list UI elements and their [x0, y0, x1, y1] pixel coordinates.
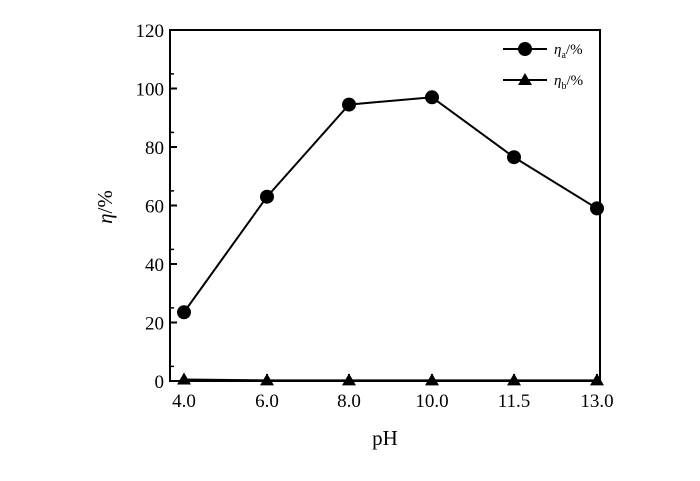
- y-axis-label: η/%: [93, 190, 117, 224]
- series-a: [177, 90, 604, 320]
- y-tick-label: 0: [155, 372, 165, 393]
- data-point-a: [507, 150, 521, 165]
- data-point-b: [425, 373, 439, 386]
- legend-label: ηb/%: [554, 73, 583, 92]
- y-axis-label-suffix: /%: [93, 190, 117, 213]
- plot-frame: [169, 29, 601, 382]
- data-point-b: [177, 372, 191, 385]
- y-tick-label: 20: [145, 314, 164, 335]
- legend-label: ηa/%: [554, 42, 583, 61]
- y-tick-label: 100: [136, 80, 165, 101]
- x-tick-label: 13.0: [580, 391, 613, 412]
- x-axis-ticks: 4.0 6.0 8.0 10.0 11.5 13.0: [172, 374, 614, 412]
- y-tick-label: 60: [145, 197, 164, 218]
- y-tick-label: 120: [136, 21, 165, 42]
- legend-marker: [518, 73, 532, 85]
- data-point-a: [260, 189, 274, 204]
- data-point-a: [425, 90, 439, 105]
- x-axis-label: pH: [372, 426, 398, 450]
- y-axis-ticks: 0 20 40 60 80 100 120: [136, 21, 177, 393]
- legend-entry-b: ηb/%: [503, 73, 583, 92]
- x-tick-label: 8.0: [337, 391, 361, 412]
- series-layer: [177, 90, 604, 386]
- x-tick-label: 11.5: [498, 391, 531, 412]
- data-point-b: [590, 373, 604, 386]
- data-point-a: [590, 201, 604, 216]
- series-b: [177, 372, 604, 386]
- plot-border: [169, 29, 601, 382]
- series-line-b: [183, 378, 597, 382]
- data-point-b: [507, 373, 521, 386]
- legend: ηa/% ηb/%: [503, 42, 583, 92]
- data-point-b: [342, 373, 356, 386]
- y-tick-label: 80: [145, 138, 164, 159]
- x-tick-label: 6.0: [255, 391, 279, 412]
- data-point-a: [177, 305, 191, 320]
- y-axis-label-symbol: η: [93, 213, 117, 223]
- x-tick-label: 4.0: [172, 391, 196, 412]
- legend-marker: [518, 42, 532, 56]
- data-point-a: [342, 97, 356, 112]
- series-line-a: [183, 96, 598, 313]
- y-tick-label: 40: [145, 255, 164, 276]
- x-tick-label: 10.0: [415, 391, 448, 412]
- legend-entry-a: ηa/%: [503, 42, 583, 61]
- data-point-b: [260, 373, 274, 386]
